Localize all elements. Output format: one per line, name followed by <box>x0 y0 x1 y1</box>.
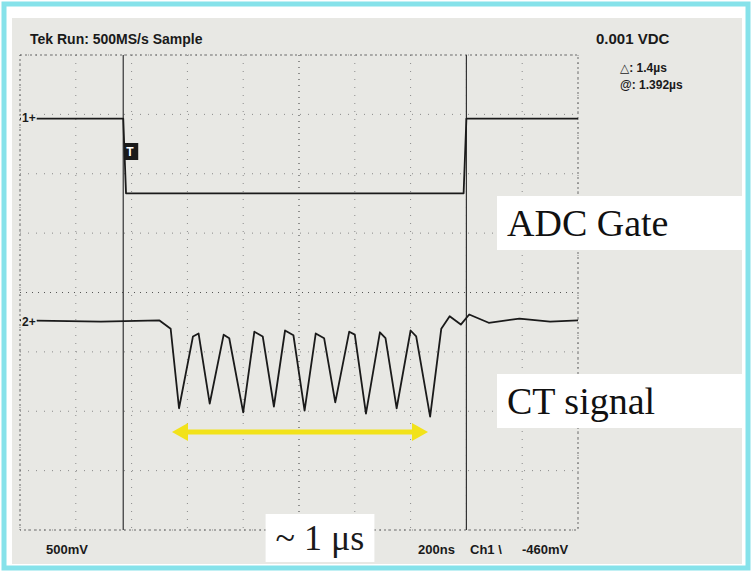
texts: Tek Run: 500MS/s Sample 0.001 VDC △: 1.4µs… <box>21 30 745 562</box>
label-box <box>497 374 745 428</box>
outer-frame <box>4 4 748 568</box>
trace-label: CT signal <box>507 380 655 422</box>
scope-screen <box>12 18 742 564</box>
y-grid-line <box>20 173 578 174</box>
annotation: T <box>126 145 134 159</box>
label-patch <box>21 110 37 126</box>
x-grid-line <box>354 55 355 530</box>
arrow-head <box>412 423 428 441</box>
grid <box>20 55 578 530</box>
annotation: 0.001 VDC <box>596 30 670 47</box>
annotation: 1+ <box>22 111 36 125</box>
label-patch <box>21 314 37 330</box>
plot-frame <box>20 55 578 530</box>
annotation: ~ 1 μs <box>276 518 365 558</box>
x-grid-line <box>75 55 76 530</box>
label-box <box>497 196 745 250</box>
annotation: 2+ <box>22 315 36 329</box>
annotation: 200ns <box>418 542 455 557</box>
y-grid-line <box>20 114 578 115</box>
annotation: -460mV <box>522 542 569 557</box>
annotation: △: 1.4µs <box>620 61 667 75</box>
annotation: Tek Run: 500MS/s Sample <box>30 31 203 47</box>
arrow-shaft <box>182 430 418 435</box>
x-grid-line <box>187 55 188 530</box>
annotation: Ch1 \ <box>470 542 502 557</box>
y-grid-line <box>20 411 578 412</box>
span-arrow <box>172 423 428 441</box>
x-grid-line <box>298 55 299 530</box>
y-grid-line <box>20 55 578 56</box>
x-grid-line <box>131 55 132 530</box>
annotation: @: 1.392µs <box>620 78 683 92</box>
label-box <box>266 514 375 562</box>
traces <box>20 55 578 530</box>
trigger-box <box>124 143 138 160</box>
trace-label: ADC Gate <box>507 202 668 244</box>
y-grid-line <box>20 470 578 471</box>
y-grid-line <box>20 351 578 352</box>
y-grid-line <box>20 233 578 234</box>
arrow-head <box>172 423 188 441</box>
x-grid-line <box>522 55 523 530</box>
trace <box>20 119 578 194</box>
annotation: 500mV <box>46 542 88 557</box>
trace <box>20 314 578 416</box>
y-grid-line <box>20 292 578 293</box>
